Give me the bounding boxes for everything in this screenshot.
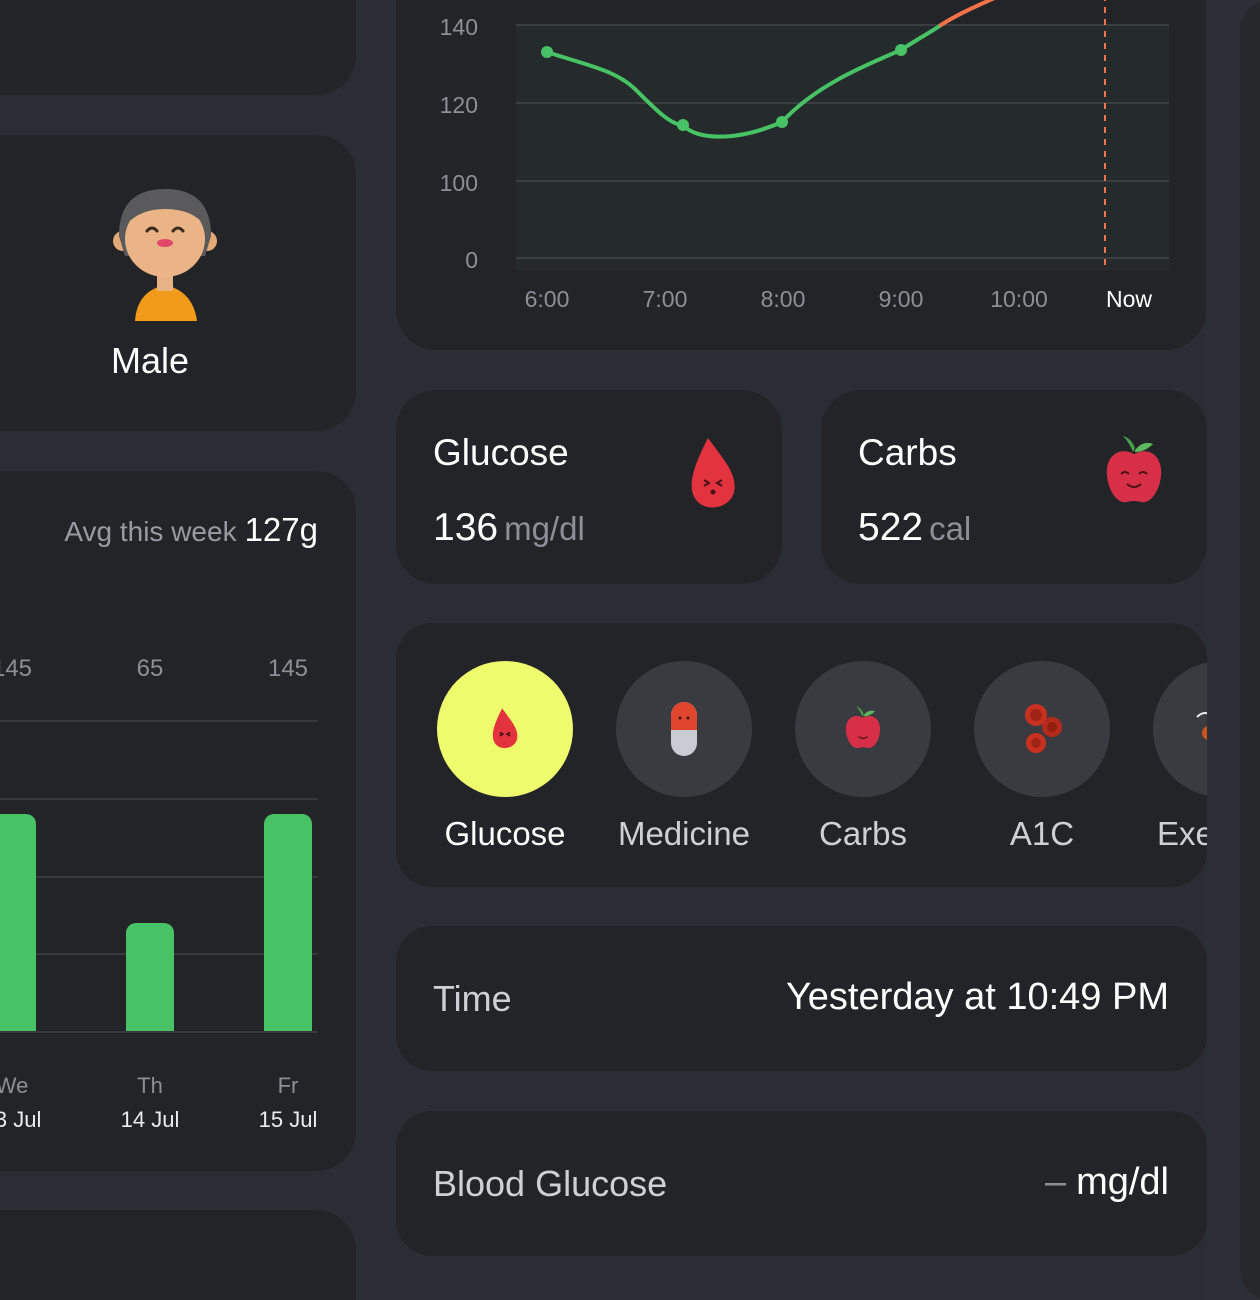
stat-title: Glucose — [433, 432, 569, 473]
log-type-carbs[interactable]: Carbs — [795, 661, 931, 853]
day-label: We — [0, 1073, 29, 1098]
grid-line — [0, 1031, 318, 1033]
bar-value-label: 145 — [267, 655, 309, 682]
log-type-a1c[interactable]: A1C — [974, 661, 1110, 853]
log-type-selector: Glucose Medicine Carbs — [396, 623, 1207, 887]
top-left-card — [0, 0, 356, 95]
apple-icon — [1106, 436, 1162, 503]
blood-glucose-placeholder: – — [1044, 1161, 1067, 1203]
blood-glucose-field[interactable]: Blood Glucose – mg/dl — [396, 1111, 1207, 1256]
log-type-exercise[interactable]: Exe — [1153, 661, 1207, 853]
glucose-line-chart — [516, 0, 1169, 270]
x-axis-now-label: Now — [1105, 286, 1153, 312]
log-type-label: Carbs — [818, 815, 908, 852]
y-axis-label: 0 — [465, 247, 478, 273]
log-type-label: Medicine — [617, 815, 751, 852]
log-type-label: A1C — [1009, 815, 1075, 852]
date-label: 15 Jul — [258, 1107, 318, 1132]
stat-value: 522 cal — [858, 506, 972, 549]
bar-value-labels: 145 65 145 — [0, 655, 356, 685]
date-label: 14 Jul — [120, 1107, 180, 1132]
time-value: Yesterday at 10:49 PM — [785, 976, 1169, 1018]
y-axis-label: 100 — [439, 170, 478, 196]
day-label: Fr — [277, 1073, 299, 1098]
log-type-medicine[interactable]: Medicine — [616, 661, 752, 853]
blood-glucose-value[interactable]: – mg/dl — [1045, 1161, 1169, 1204]
blood-drop-icon — [691, 438, 735, 508]
log-type-glucose[interactable]: Glucose — [437, 661, 573, 853]
x-axis-label: 8:00 — [760, 286, 806, 312]
carbs-stat-card[interactable]: Carbs 522 cal — [821, 390, 1207, 584]
bar-value-label: 145 — [0, 655, 33, 682]
apple-icon — [845, 706, 881, 749]
gender-label: Male — [110, 340, 190, 381]
pill-icon — [671, 702, 697, 756]
x-axis-label: 10:00 — [990, 286, 1048, 312]
weekly-average: Avg this week 127g — [64, 511, 318, 548]
date-label: 13 Jul — [0, 1107, 42, 1132]
log-type-label: Glucose — [444, 815, 566, 852]
blood-glucose-unit: mg/dl — [1076, 1161, 1169, 1203]
grid-line — [0, 720, 318, 722]
adjacent-screen-edge — [1240, 0, 1260, 1300]
time-field[interactable]: Time Yesterday at 10:49 PM — [396, 926, 1207, 1071]
log-type-label: Exe — [1157, 815, 1207, 852]
bar-thursday[interactable] — [126, 923, 174, 1031]
profile-card[interactable]: Male — [0, 135, 356, 431]
blood-glucose-label: Blood Glucose — [433, 1163, 668, 1204]
blood-drop-icon — [492, 708, 518, 749]
y-axis-label: 120 — [439, 92, 478, 118]
exercise-icon — [1196, 712, 1207, 740]
bar-wednesday[interactable] — [0, 814, 36, 1031]
person-avatar-icon — [113, 189, 217, 321]
x-axis-label: 6:00 — [524, 286, 570, 312]
grid-line — [0, 798, 318, 800]
blood-cells-icon — [1025, 704, 1062, 753]
grid-line — [0, 876, 318, 878]
bottom-left-card — [0, 1210, 356, 1300]
day-label: Th — [137, 1073, 163, 1098]
x-axis-label: 7:00 — [642, 286, 688, 312]
stat-value: 136 mg/dl — [433, 506, 585, 549]
glucose-stat-card[interactable]: Glucose 136 mg/dl — [396, 390, 782, 584]
time-label: Time — [433, 978, 512, 1019]
x-axis-label: 9:00 — [878, 286, 924, 312]
glucose-chart-card: 140 120 100 0 6:00 7:00 8:00 9:00 10:00 … — [396, 0, 1206, 350]
y-axis-label: 140 — [439, 14, 478, 40]
stat-title: Carbs — [858, 432, 957, 473]
bar-value-label: 65 — [136, 655, 164, 682]
bar-friday[interactable] — [264, 814, 312, 1031]
